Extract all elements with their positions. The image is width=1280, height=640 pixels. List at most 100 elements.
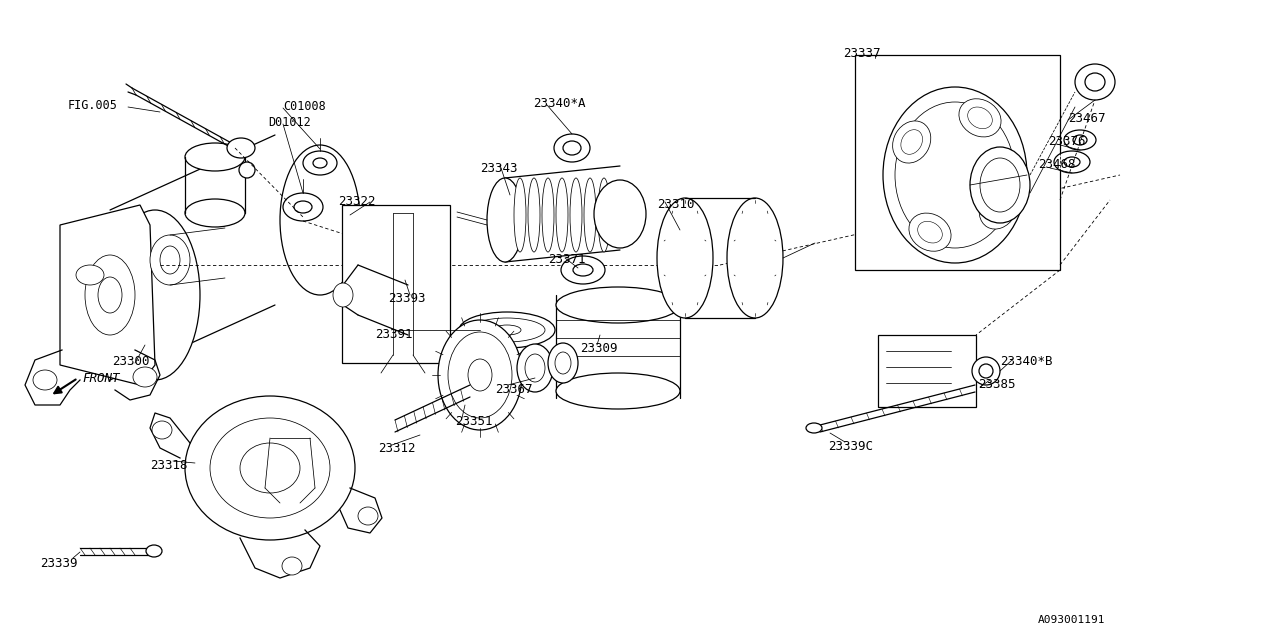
Text: 23337: 23337	[844, 47, 881, 60]
Text: 23339C: 23339C	[828, 440, 873, 453]
Ellipse shape	[33, 370, 58, 390]
Ellipse shape	[541, 178, 554, 252]
Ellipse shape	[99, 277, 122, 313]
Ellipse shape	[806, 423, 822, 433]
Ellipse shape	[110, 210, 200, 380]
Ellipse shape	[979, 364, 993, 378]
Ellipse shape	[448, 332, 512, 418]
Ellipse shape	[727, 198, 783, 318]
Ellipse shape	[333, 283, 353, 307]
Ellipse shape	[598, 178, 611, 252]
Ellipse shape	[970, 147, 1030, 223]
Ellipse shape	[227, 138, 255, 158]
Ellipse shape	[1064, 157, 1080, 167]
Bar	[878, 335, 977, 407]
Text: 23312: 23312	[378, 442, 416, 455]
Ellipse shape	[515, 178, 526, 252]
Ellipse shape	[1064, 130, 1096, 150]
Text: 23393: 23393	[388, 292, 425, 305]
Ellipse shape	[909, 213, 951, 252]
Ellipse shape	[556, 373, 680, 409]
Ellipse shape	[186, 199, 244, 227]
Text: 23385: 23385	[978, 378, 1015, 391]
Ellipse shape	[554, 134, 590, 162]
Ellipse shape	[1075, 64, 1115, 100]
Ellipse shape	[529, 178, 540, 252]
Ellipse shape	[146, 545, 163, 557]
Ellipse shape	[918, 221, 942, 243]
Ellipse shape	[895, 102, 1015, 248]
Ellipse shape	[358, 507, 378, 525]
Text: 23371: 23371	[548, 253, 585, 266]
Ellipse shape	[133, 367, 157, 387]
Ellipse shape	[594, 180, 646, 248]
Ellipse shape	[160, 246, 180, 274]
Ellipse shape	[241, 443, 300, 493]
Ellipse shape	[493, 325, 521, 335]
Ellipse shape	[979, 187, 1018, 229]
Ellipse shape	[468, 359, 492, 391]
Bar	[855, 55, 1060, 270]
Ellipse shape	[980, 158, 1020, 212]
Ellipse shape	[563, 141, 581, 155]
Ellipse shape	[892, 121, 931, 163]
Bar	[342, 205, 451, 363]
Ellipse shape	[438, 320, 522, 430]
Ellipse shape	[570, 178, 582, 252]
Ellipse shape	[972, 357, 1000, 385]
Ellipse shape	[556, 287, 680, 323]
Text: C01008: C01008	[283, 100, 325, 113]
Ellipse shape	[548, 343, 579, 383]
Ellipse shape	[468, 318, 545, 342]
Ellipse shape	[186, 143, 244, 171]
Ellipse shape	[239, 162, 255, 178]
Ellipse shape	[186, 396, 355, 540]
Ellipse shape	[460, 312, 556, 348]
Ellipse shape	[517, 344, 553, 392]
Ellipse shape	[556, 178, 568, 252]
Ellipse shape	[84, 255, 134, 335]
Ellipse shape	[959, 99, 1001, 137]
Ellipse shape	[901, 130, 923, 154]
Text: 23310: 23310	[657, 198, 695, 211]
Text: 23340*B: 23340*B	[1000, 355, 1052, 368]
Ellipse shape	[987, 196, 1009, 220]
Ellipse shape	[1085, 73, 1105, 91]
Text: A093001191: A093001191	[1038, 615, 1105, 625]
Ellipse shape	[294, 201, 312, 213]
Ellipse shape	[968, 107, 992, 129]
Ellipse shape	[525, 354, 545, 382]
Text: 23339: 23339	[40, 557, 78, 570]
Ellipse shape	[1073, 135, 1087, 145]
Ellipse shape	[573, 264, 593, 276]
Text: 23467: 23467	[1068, 112, 1106, 125]
Ellipse shape	[282, 557, 302, 575]
Ellipse shape	[210, 418, 330, 518]
Text: 23318: 23318	[150, 459, 187, 472]
Ellipse shape	[584, 178, 596, 252]
Text: 23391: 23391	[375, 328, 412, 341]
Ellipse shape	[150, 235, 189, 285]
Text: 23351: 23351	[454, 415, 493, 428]
Text: 23309: 23309	[580, 342, 617, 355]
Text: 23468: 23468	[1038, 158, 1075, 171]
Text: FRONT: FRONT	[82, 372, 119, 385]
Text: 23300: 23300	[113, 355, 150, 368]
Ellipse shape	[76, 265, 104, 285]
Text: D01012: D01012	[268, 116, 311, 129]
Text: 23376: 23376	[1048, 135, 1085, 148]
Ellipse shape	[152, 421, 172, 439]
Ellipse shape	[556, 352, 571, 374]
Polygon shape	[60, 205, 155, 385]
Text: 23343: 23343	[480, 162, 517, 175]
Ellipse shape	[883, 87, 1027, 263]
Ellipse shape	[486, 178, 524, 262]
Ellipse shape	[280, 145, 360, 295]
Ellipse shape	[303, 151, 337, 175]
Ellipse shape	[1053, 151, 1091, 173]
Ellipse shape	[657, 198, 713, 318]
Ellipse shape	[561, 256, 605, 284]
Text: FIG.005: FIG.005	[68, 99, 118, 112]
Text: 23367: 23367	[495, 383, 532, 396]
Text: 23322: 23322	[338, 195, 375, 208]
